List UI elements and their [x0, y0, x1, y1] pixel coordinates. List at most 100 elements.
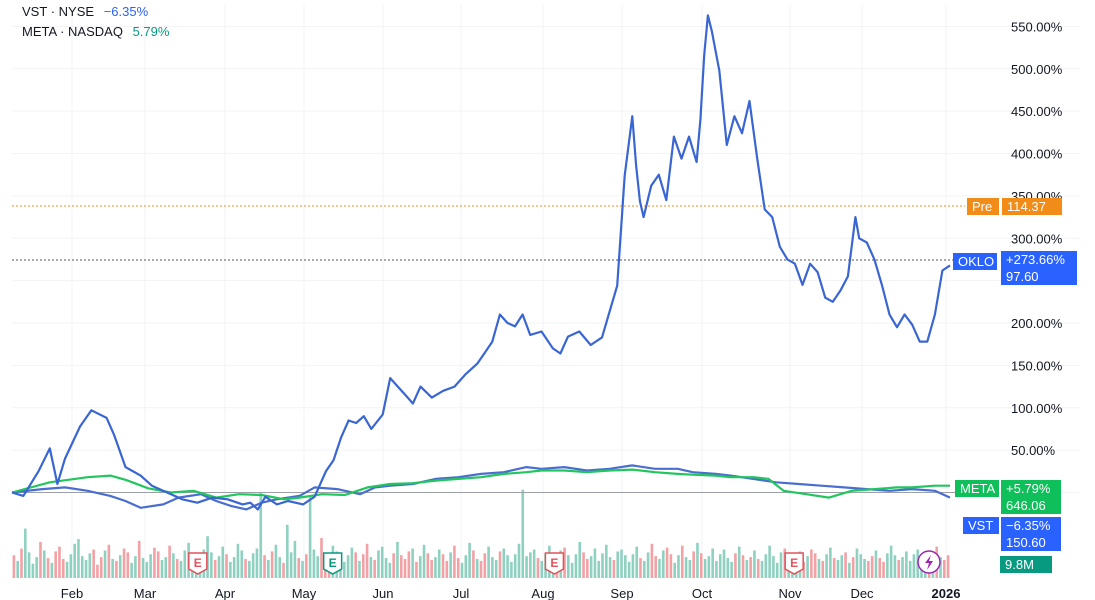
tag-symbol: OKLO [953, 253, 997, 270]
y-axis[interactable]: 550.00%500.00%450.00%400.00%350.00%300.0… [1011, 19, 1063, 458]
volume-bar [821, 560, 825, 578]
volume-bar [513, 554, 517, 578]
volume-bar [263, 555, 266, 578]
volume-bar [768, 545, 771, 578]
x-tick-label: Feb [61, 586, 83, 600]
volume-bar [734, 553, 737, 578]
volume-bar [456, 558, 460, 578]
volume-bar [103, 550, 107, 578]
volume-bar [631, 554, 635, 578]
earnings-marker-letter: E [194, 556, 202, 570]
volume-bar [715, 560, 718, 578]
volume-bar [23, 528, 27, 578]
volume-bar [502, 548, 506, 578]
x-tick-label: Apr [215, 586, 236, 600]
volume-bar [886, 553, 889, 578]
y-tick-label: 450.00% [1011, 104, 1063, 119]
legend-item-meta[interactable]: META · NASDAQ 5.79% [22, 22, 169, 42]
volume-bar [646, 552, 650, 578]
volume-bar [403, 559, 407, 578]
volume-bar [373, 559, 376, 578]
volume-bar [616, 551, 620, 578]
volume-bar [882, 561, 885, 578]
volume-bar [418, 556, 422, 578]
volume-bar [354, 552, 357, 578]
volume-bar [711, 548, 714, 578]
volume-bar [707, 556, 711, 578]
x-tick-label: 2026 [932, 586, 961, 600]
volume-bar [874, 550, 878, 578]
volume-bar [889, 545, 893, 578]
x-tick-label: Jul [453, 586, 470, 600]
volume-bar [669, 554, 673, 578]
volume-bar [236, 543, 240, 578]
legend-change: −6.35% [103, 4, 149, 19]
legend-separator: · [50, 4, 56, 19]
volume-bar [441, 554, 445, 578]
volume-bar [650, 543, 654, 578]
volume-bar [764, 554, 768, 578]
volume-bar [525, 556, 528, 578]
volume-bar [388, 562, 392, 578]
volume-bar [779, 552, 783, 578]
volume-bar [141, 558, 145, 578]
volume-bar [867, 560, 870, 578]
volume-bar [737, 546, 741, 578]
volume-bar [718, 554, 722, 578]
y-tick-label: 500.00% [1011, 62, 1063, 77]
volume-bar [50, 562, 54, 578]
tag-percent: +5.79% [1001, 480, 1061, 497]
volume-bar [58, 546, 61, 578]
volume-bar [772, 556, 775, 578]
volume-bar [217, 556, 221, 578]
volume-bar [658, 559, 661, 578]
x-tick-label: Nov [778, 586, 802, 600]
volume-bar [806, 556, 809, 578]
volume-bar [46, 558, 50, 578]
volume-bar [126, 552, 130, 578]
volume-bar [453, 545, 456, 578]
volume-bar [730, 561, 733, 578]
volume-bar [939, 557, 942, 578]
pre-label: Pre [967, 198, 999, 215]
volume-bar [654, 556, 657, 578]
series-line-oklo [11, 14, 951, 511]
volume-bar [642, 560, 646, 578]
x-tick-label: Dec [850, 586, 874, 600]
volume-bar [156, 551, 160, 578]
volume-bar [80, 556, 84, 578]
volume-bar [407, 551, 411, 578]
volume-bar [756, 559, 760, 578]
volume-bar [422, 544, 426, 578]
volume-bar [115, 560, 118, 578]
volume-bar [479, 560, 483, 578]
x-tick-label: Mar [134, 586, 157, 600]
volume-bar [699, 553, 703, 578]
volume-bar [851, 557, 855, 578]
volume-bar [688, 559, 692, 578]
volume-bar [259, 492, 263, 578]
volume-bar [320, 538, 323, 578]
volume-bar [111, 559, 114, 578]
legend-symbol: VST [22, 4, 48, 19]
volume-bar [677, 555, 680, 578]
volume-bar [570, 562, 574, 578]
volume-bar [491, 557, 494, 578]
volume-bar [726, 558, 730, 578]
volume-bar [179, 560, 183, 578]
legend-item-vst[interactable]: VST · NYSE −6.35% [22, 2, 169, 22]
volume-bar [39, 541, 42, 578]
volume-bar [248, 560, 251, 578]
earnings-marker [322, 552, 343, 575]
volume-bar [206, 536, 209, 578]
volume-bar [836, 559, 840, 578]
volume-bar [396, 541, 399, 578]
earnings-marker-letter: E [550, 556, 558, 570]
volume-bar [464, 555, 468, 578]
volume-bar [475, 559, 479, 578]
volume-bar [118, 555, 122, 578]
earnings-marker-letter: E [790, 556, 798, 570]
x-axis[interactable]: Feb Mar Apr May Jun Jul Aug Sep Oct Nov Dec 2026 [61, 586, 961, 600]
